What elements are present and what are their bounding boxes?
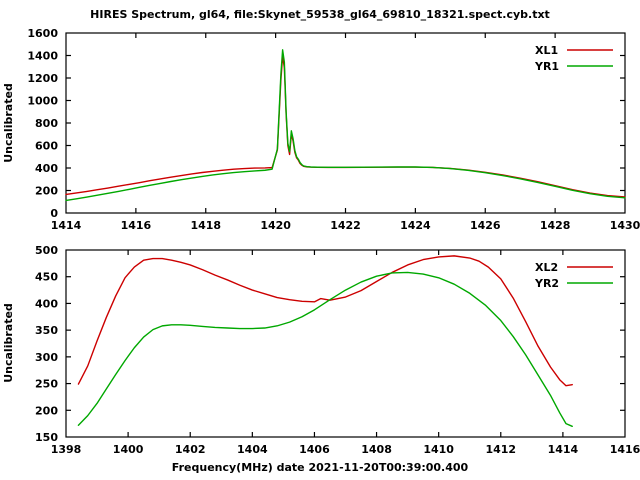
plot-frame <box>65 249 626 438</box>
y-tick-label: 350 <box>35 324 58 337</box>
series-line-yr1 <box>65 49 626 202</box>
bottom-panel: 1398 1400 1402 1404 1406 1408 1410 1412 1414 1416… <box>2 244 640 456</box>
x-tick-label: 1416 <box>610 443 640 456</box>
y-tick-label: 1400 <box>27 50 58 63</box>
y-tick-label: 200 <box>35 185 58 198</box>
y-tick-label: 1000 <box>27 95 58 108</box>
y-tick-label: 600 <box>35 140 58 153</box>
y-tick-label: 1600 <box>27 27 58 40</box>
x-tick-label: 1398 <box>51 443 82 456</box>
x-tick-label: 1412 <box>485 443 516 456</box>
x-tick-label: 1424 <box>400 219 431 232</box>
x-tick-label: 1402 <box>175 443 206 456</box>
x-tick-label: 1430 <box>610 219 640 232</box>
legend-label-yr2: YR2 <box>534 277 559 290</box>
y-tick-label: 400 <box>35 162 58 175</box>
page-title: HIRES Spectrum, gl64, file:Skynet_59538_… <box>90 8 550 21</box>
y-tick-label: 150 <box>35 431 58 444</box>
y-axis-label: Uncalibrated <box>2 303 15 383</box>
y-tick-label: 500 <box>35 244 58 257</box>
x-tick-label: 1428 <box>540 219 571 232</box>
y-axis-label: Uncalibrated <box>2 83 15 163</box>
y-tick-label: 250 <box>35 378 58 391</box>
legend-label-xl1: XL1 <box>535 44 558 57</box>
series-line-xl2 <box>77 255 573 387</box>
series-line-xl1 <box>65 55 626 198</box>
y-tick-label: 300 <box>35 351 58 364</box>
x-tick-label: 1410 <box>423 443 454 456</box>
y-tick-label: 400 <box>35 297 58 310</box>
x-tick-label: 1426 <box>470 219 501 232</box>
top-panel: 1414 1416 1418 1420 1422 1424 1426 1428 1430 0 200… <box>2 27 640 232</box>
x-tick-label: 1422 <box>330 219 361 232</box>
x-tick-label: 1416 <box>121 219 152 232</box>
x-tick-label: 1414 <box>548 443 579 456</box>
x-tick-label: 1414 <box>51 219 82 232</box>
x-tick-label: 1406 <box>299 443 330 456</box>
series-line-yr2 <box>77 271 573 428</box>
y-tick-label: 200 <box>35 404 58 417</box>
legend-label-yr1: YR1 <box>534 60 559 73</box>
x-tick-label: 1418 <box>190 219 221 232</box>
x-axis-label: Frequency(MHz) date 2021-11-20T00:39:00.… <box>171 461 469 474</box>
x-tick-label: 1420 <box>260 219 291 232</box>
x-tick-label: 1404 <box>237 443 268 456</box>
y-tick-label: 450 <box>35 271 58 284</box>
legend-label-xl2: XL2 <box>535 261 558 274</box>
y-tick-label: 800 <box>35 117 58 130</box>
y-tick-label: 1200 <box>27 72 58 85</box>
y-tick-label: 0 <box>50 207 58 220</box>
x-tick-label: 1400 <box>113 443 144 456</box>
x-tick-label: 1408 <box>361 443 392 456</box>
